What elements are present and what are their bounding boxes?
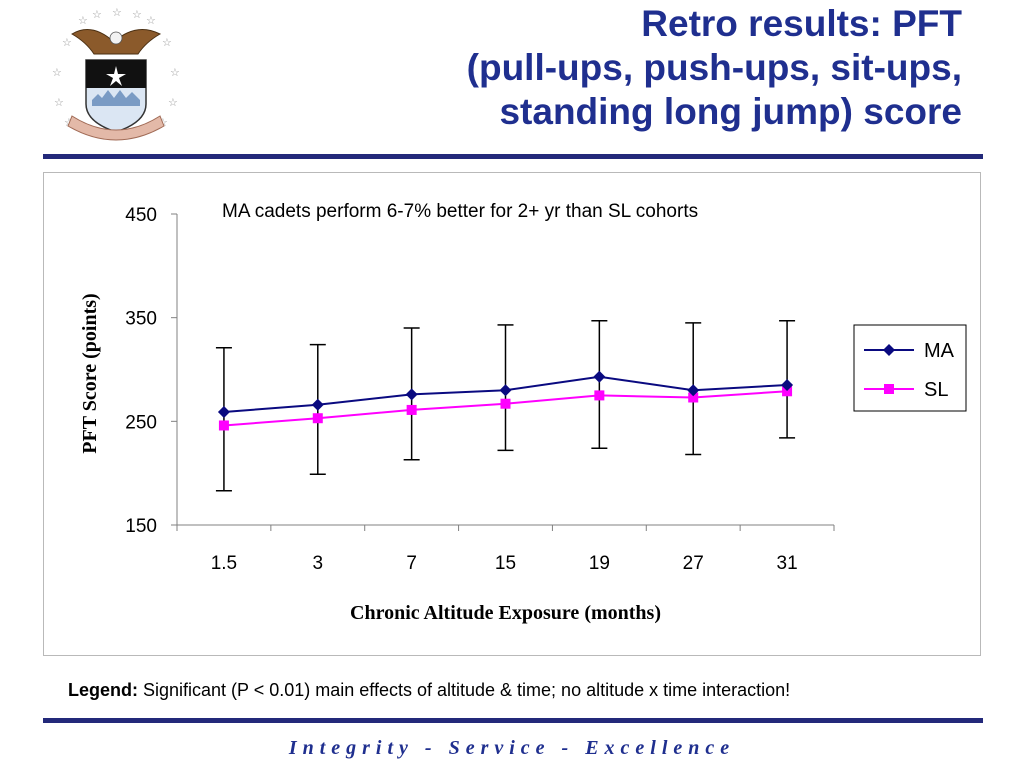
y-tick-label: 150	[125, 516, 157, 537]
x-tick-label: 15	[495, 553, 516, 574]
title-line-2: (pull-ups, push-ups, sit-ups,	[466, 47, 962, 88]
svg-text:☆: ☆	[168, 97, 178, 109]
y-tick-label: 350	[125, 309, 157, 330]
x-tick-label: 7	[406, 553, 417, 574]
title-line-3: standing long jump) score	[499, 91, 962, 132]
data-point-sl	[688, 392, 699, 403]
bottom-divider	[43, 718, 983, 723]
pft-score-chart: MA cadets perform 6-7% better for 2+ yr …	[79, 201, 967, 624]
data-point-sl	[218, 420, 229, 431]
svg-text:☆: ☆	[92, 9, 102, 21]
legend-label-ma: MA	[924, 340, 955, 362]
data-point-ma	[405, 388, 418, 401]
data-point-sl	[782, 386, 793, 397]
data-point-sl	[312, 413, 323, 424]
y-tick-label: 450	[125, 205, 157, 226]
x-tick-label: 19	[589, 553, 610, 574]
legend-marker-sl	[884, 384, 894, 394]
emblem-banner	[67, 115, 165, 141]
svg-text:☆: ☆	[78, 15, 88, 27]
data-point-sl	[500, 398, 511, 409]
title-line-1: Retro results: PFT	[641, 3, 962, 44]
chart-annotation: MA cadets perform 6-7% better for 2+ yr …	[222, 201, 698, 222]
x-axis-title: Chronic Altitude Exposure (months)	[350, 602, 661, 624]
data-point-ma	[217, 406, 230, 419]
x-tick-label: 31	[777, 553, 798, 574]
data-point-sl	[594, 390, 605, 401]
y-axis-title: PFT Score (points)	[79, 293, 101, 453]
legend-note-text: Significant (P < 0.01) main effects of a…	[138, 680, 791, 700]
chart-frame: MA cadets perform 6-7% better for 2+ yr …	[43, 172, 981, 656]
svg-text:☆: ☆	[146, 15, 156, 27]
slide-title: Retro results: PFT (pull-ups, push-ups, …	[322, 2, 962, 134]
legend-note: Legend: Significant (P < 0.01) main effe…	[68, 680, 790, 701]
svg-text:☆: ☆	[62, 37, 72, 49]
svg-text:☆: ☆	[52, 67, 62, 79]
x-tick-label: 3	[312, 553, 323, 574]
data-point-ma	[687, 384, 700, 397]
svg-text:☆: ☆	[54, 97, 64, 109]
motto: Integrity - Service - Excellence	[288, 737, 736, 759]
data-point-ma	[311, 398, 324, 411]
data-point-ma	[593, 370, 606, 383]
legend-marker-ma	[883, 344, 895, 356]
top-divider	[43, 154, 983, 159]
x-tick-label: 1.5	[211, 553, 237, 574]
chart-legend	[853, 324, 967, 412]
data-point-sl	[406, 404, 417, 415]
svg-text:☆: ☆	[132, 9, 142, 21]
x-tick-label: 27	[683, 553, 704, 574]
y-tick-label: 250	[125, 412, 157, 433]
svg-text:☆: ☆	[162, 37, 172, 49]
legend-note-label: Legend:	[68, 680, 138, 700]
svg-text:☆: ☆	[170, 67, 180, 79]
svg-text:☆: ☆	[112, 7, 122, 19]
data-point-ma	[499, 384, 512, 397]
air-force-academy-emblem: ☆ ☆ ☆ ☆ ☆ ☆ ☆ ☆ ☆ ☆ ☆ ☆ ☆	[42, 4, 190, 152]
legend-label-sl: SL	[924, 379, 948, 401]
data-point-ma	[781, 379, 794, 392]
